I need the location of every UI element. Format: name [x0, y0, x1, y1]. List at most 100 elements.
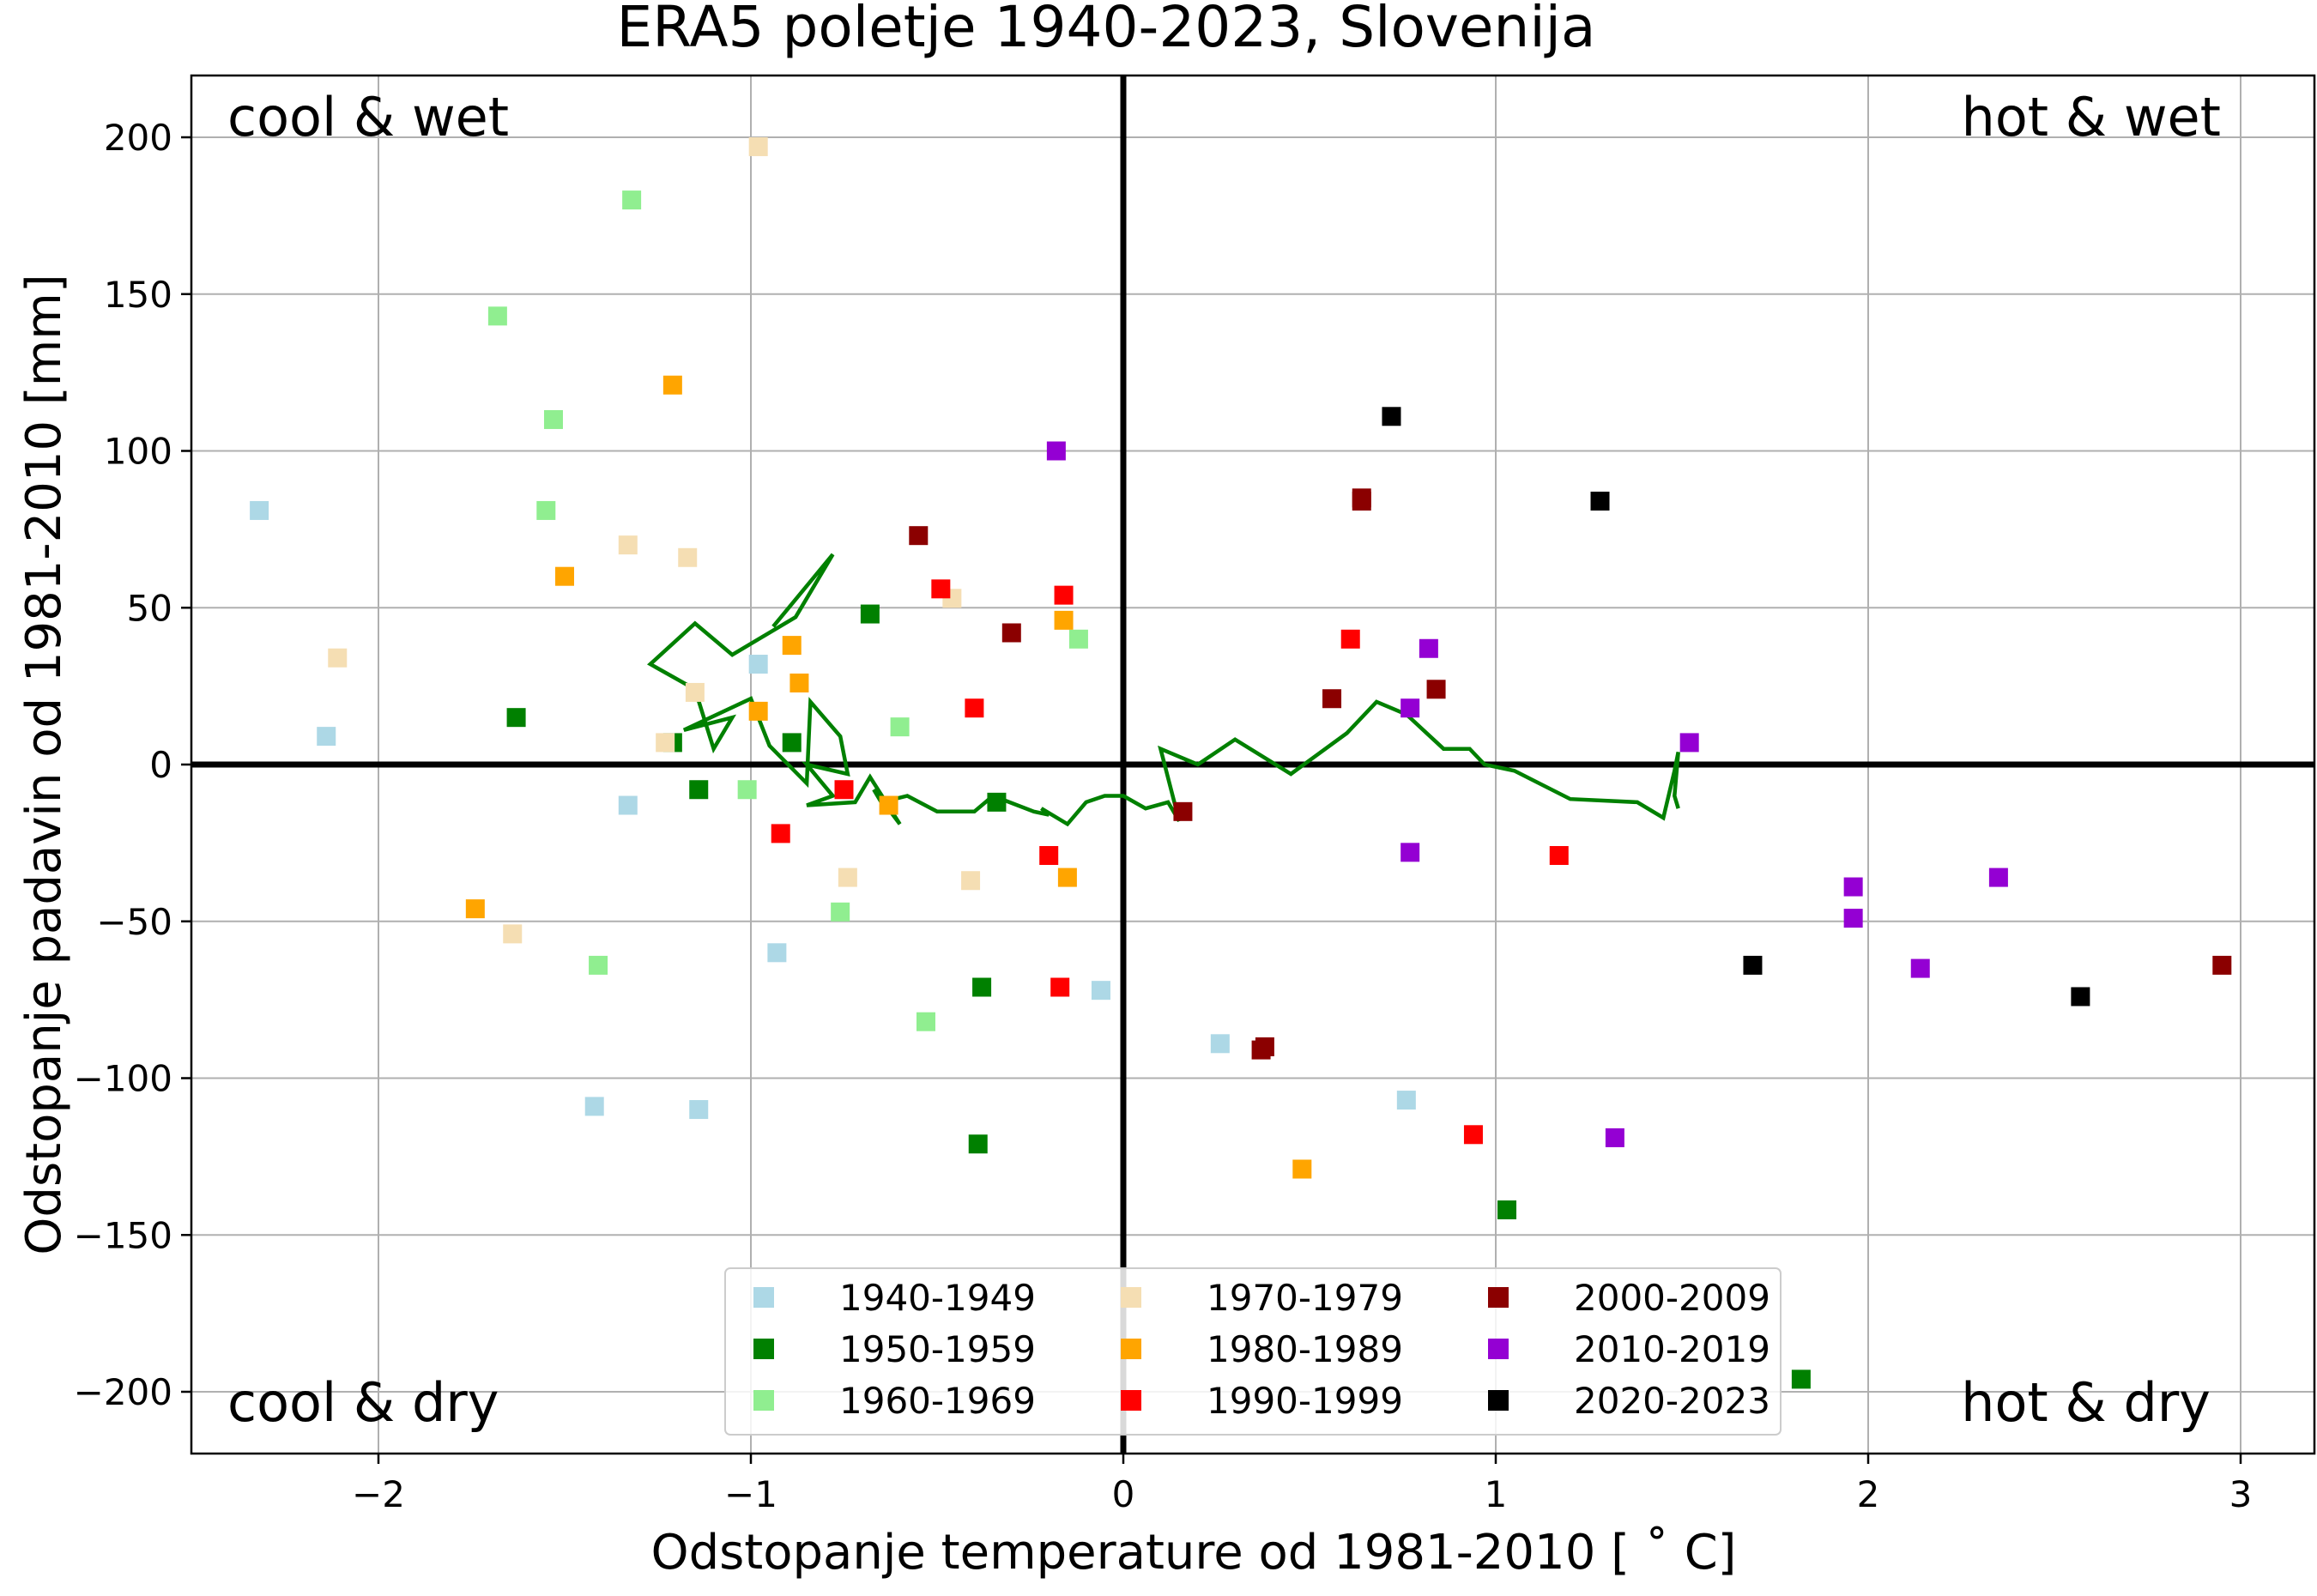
chart-title: ERA5 poletje 1940-2023, Slovenija [617, 0, 1596, 60]
data-point-1970-1979 [618, 535, 638, 555]
x-tick-label: 2 [1857, 1473, 1880, 1515]
data-point-1990-1999 [965, 698, 984, 718]
y-tick-label: −100 [74, 1058, 172, 1100]
y-tick-label: −150 [74, 1214, 172, 1256]
legend: 1940-1949 1950-1959 1960-1969 1970-1979 1980… [724, 1267, 1782, 1436]
legend-label: 1940-1949 [839, 1277, 1036, 1319]
data-point-2000-2009 [2212, 955, 2232, 975]
data-point-1960-1969 [1068, 629, 1088, 649]
data-point-2000-2009 [1352, 491, 1371, 511]
legend-marker [1121, 1287, 1141, 1308]
x-tick-label: 1 [1485, 1473, 1508, 1515]
data-point-1960-1969 [543, 409, 563, 429]
data-point-2010-2019 [1988, 868, 2008, 887]
data-point-2020-2023 [2071, 987, 2090, 1007]
trend-line [646, 553, 1680, 827]
y-tick-label: 100 [104, 431, 172, 473]
y-axis-ticks: 200 150 100 50 0 −50 −100 −150 −200 [74, 117, 191, 1413]
data-point-1990-1999 [1050, 977, 1070, 997]
data-point-1960-1969 [589, 955, 608, 975]
data-point-2010-2019 [1400, 843, 1420, 862]
x-tick-label: 3 [2229, 1473, 2253, 1515]
legend-label: 2020-2023 [1574, 1380, 1770, 1422]
legend-marker [1488, 1339, 1509, 1359]
data-point-2020-2023 [1590, 491, 1610, 511]
quadrant-label-hot-dry: hot & dry [1961, 1371, 2211, 1434]
data-point-2000-2009 [1426, 680, 1446, 699]
data-point-1950-1959 [1791, 1369, 1811, 1389]
data-point-2000-2009 [1322, 689, 1342, 709]
data-point-2010-2019 [1400, 698, 1420, 718]
data-point-2010-2019 [1046, 441, 1066, 461]
data-point-1950-1959 [987, 792, 1007, 812]
y-tick-label: −50 [96, 901, 172, 943]
legend-label: 2000-2009 [1574, 1277, 1770, 1319]
data-point-1940-1949 [317, 727, 336, 747]
data-point-1990-1999 [1340, 629, 1360, 649]
legend-marker [753, 1339, 774, 1359]
data-point-1960-1969 [737, 780, 757, 800]
data-point-2000-2009 [909, 526, 929, 546]
quadrant-label-cool-wet: cool & wet [227, 86, 509, 148]
data-point-1980-1989 [1292, 1159, 1312, 1179]
data-point-1950-1959 [506, 708, 526, 728]
data-point-1950-1959 [689, 780, 709, 800]
x-tick-label: −1 [724, 1473, 777, 1515]
data-point-1990-1999 [1039, 845, 1059, 865]
data-point-1950-1959 [782, 733, 802, 753]
data-point-1940-1949 [1091, 981, 1110, 1001]
data-point-1980-1989 [555, 566, 574, 586]
data-point-1970-1979 [961, 871, 981, 891]
data-point-1980-1989 [465, 899, 485, 919]
data-point-1980-1989 [782, 636, 802, 656]
legend-label: 1960-1969 [839, 1380, 1036, 1422]
legend-label: 1950-1959 [839, 1328, 1036, 1370]
data-point-2010-2019 [1419, 638, 1438, 658]
data-point-2000-2009 [1001, 623, 1021, 643]
data-point-1970-1979 [656, 733, 675, 753]
legend-label: 2010-2019 [1574, 1328, 1770, 1370]
data-point-2010-2019 [1679, 733, 1699, 753]
x-tick-label: 0 [1112, 1473, 1135, 1515]
data-point-1970-1979 [838, 868, 857, 887]
quadrant-label-cool-dry: cool & dry [227, 1371, 499, 1434]
data-point-1990-1999 [1054, 585, 1074, 605]
data-point-1950-1959 [1497, 1200, 1517, 1220]
data-point-1980-1989 [879, 795, 898, 815]
x-axis-ticks: −2 −1 0 1 2 3 [352, 1454, 2252, 1515]
zero-lines [191, 76, 2314, 1454]
x-axis-label: Odstopanje temperature od 1981-2010 [ ˚ … [650, 1525, 1736, 1581]
y-tick-label: 0 [149, 744, 172, 786]
legend-marker [753, 1287, 774, 1308]
data-point-1980-1989 [1057, 868, 1077, 887]
data-point-1980-1989 [789, 673, 809, 692]
data-point-1940-1949 [584, 1097, 604, 1116]
data-point-1950-1959 [860, 604, 880, 624]
legend-marker [1488, 1287, 1509, 1308]
data-point-2010-2019 [1605, 1127, 1624, 1147]
quadrant-labels: cool & wet hot & wet cool & dry hot & dr… [227, 86, 2221, 1434]
data-point-1960-1969 [831, 902, 850, 922]
data-point-2010-2019 [1910, 958, 1930, 978]
data-point-1940-1949 [618, 795, 638, 815]
data-point-1970-1979 [678, 547, 698, 567]
legend-label: 1970-1979 [1207, 1277, 1403, 1319]
legend-label: 1990-1999 [1207, 1380, 1403, 1422]
data-point-1940-1949 [767, 943, 787, 963]
trend-line-group [646, 553, 1680, 827]
y-tick-label: 150 [104, 274, 172, 316]
data-point-2020-2023 [1743, 955, 1763, 975]
quadrant-label-hot-wet: hot & wet [1962, 86, 2221, 148]
data-point-1990-1999 [931, 579, 951, 599]
data-point-1960-1969 [916, 1012, 935, 1031]
data-point-1940-1949 [1210, 1034, 1230, 1054]
legend-marker [1121, 1339, 1141, 1359]
data-point-1940-1949 [748, 655, 768, 674]
data-point-2000-2009 [1251, 1040, 1271, 1060]
legend-box [724, 1267, 1782, 1436]
y-tick-label: −200 [74, 1371, 172, 1413]
x-tick-label: −2 [352, 1473, 405, 1515]
data-point-1980-1989 [1054, 610, 1074, 630]
data-point-2000-2009 [1173, 801, 1193, 821]
